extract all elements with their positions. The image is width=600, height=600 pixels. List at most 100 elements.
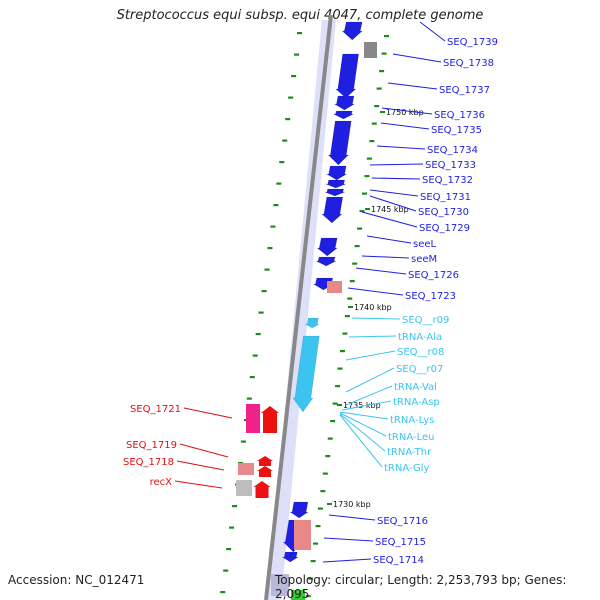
gc-dash-left [232,505,238,508]
cds-arrow [325,179,346,189]
leader-line [339,411,389,420]
gc-dash-right [352,262,358,265]
gc-dash-left [258,311,264,314]
cds-arrow [335,53,359,99]
pseudo-feature [271,574,289,596]
gc-dash-right [344,315,350,318]
gc-dash-left [261,290,267,293]
scale-label: 1735 kbp [343,401,381,410]
leader-line [371,177,421,180]
pseudo-feature [238,463,254,475]
gc-dash-left [273,204,279,207]
leader-line [369,163,424,166]
feature-label: recX [150,477,173,488]
cds-arrow [327,120,352,166]
gc-dash-right [308,577,314,580]
leader-line [355,267,407,275]
pseudo-feature [294,520,311,550]
backbone-band [267,20,336,600]
gc-dash-right [361,192,367,195]
leader-line [339,412,387,437]
cds-arrow [316,237,338,257]
leader-line [387,82,438,90]
feature-label: SEQ_1714 [373,555,424,566]
rna-arrow [292,335,320,413]
feature-label: SEQ_1731 [420,192,471,203]
feature-label: SEQ_1730 [418,207,469,218]
feature-label: SEQ_1737 [439,85,490,96]
leader-line [381,107,433,115]
leader-line [183,407,233,419]
feature-label: SEQ_1732 [422,175,473,186]
leader-line [347,287,404,296]
gc-dash-right [349,280,355,283]
leader-line [339,413,386,452]
feature-label: tRNA-Asp [393,397,440,408]
cds-arrow [341,21,363,41]
feature-label: tRNA-Thr [387,447,432,458]
cds-arrow [324,188,345,197]
green-feature [291,590,305,600]
gc-dash-right [376,87,382,90]
leader-line [345,350,396,361]
gc-dash-left [240,440,246,443]
gc-dash-left [282,139,288,142]
gc-dash-left [285,118,291,121]
leader-line [345,385,393,406]
red-arrow [261,406,279,433]
feature-label: SEQ__r08 [397,347,444,358]
cds-arrow [325,165,348,181]
gc-dash-left [288,96,294,99]
gc-dash-right [337,367,343,370]
leader-line [392,53,442,63]
gc-dash-left [291,75,297,78]
backbone-line [264,14,333,600]
red-arrow [253,481,271,498]
cds-arrow [316,256,337,267]
gc-dash-right [369,140,375,143]
gc-dash-left [252,354,258,357]
gc-dash-left [226,548,232,551]
leader-line [361,255,410,259]
gc-dash-left [229,526,235,529]
gc-dash-right [330,420,336,423]
red-arrow [257,456,273,466]
cds-arrow [289,501,309,519]
feature-label: SEQ_1739 [447,37,498,48]
feature-label: SEQ_1738 [443,58,494,69]
gc-dash-right [315,525,321,528]
gc-dash-right [357,227,363,230]
feature-label: SEQ_1718 [123,457,174,468]
leader-line [376,145,426,150]
gc-dash-right [305,595,311,598]
gc-dash-left [223,569,229,572]
gc-dash-right [332,402,338,405]
leader-line [369,195,417,212]
gc-dash-right [381,52,387,55]
leader-line [366,235,412,244]
feature-label: tRNA-Val [394,382,437,393]
rna-arrow [304,317,321,329]
feature-label: tRNA-Gly [384,463,429,474]
gc-dash-right [359,210,365,213]
gc-dash-right [313,542,319,545]
leader-line [380,122,430,130]
feature-label: SEQ_1719 [126,440,177,451]
gc-dash-right [335,385,341,388]
gc-dash-right [320,490,326,493]
gc-dash-right [347,297,353,300]
leader-line [174,480,223,489]
gc-dash-right [310,560,316,563]
leader-line [176,460,225,471]
gc-dash-right [325,455,331,458]
gc-dash-right [342,332,348,335]
scale-label: 1750 kbp [386,108,424,117]
feature-label: SEQ_1726 [408,270,459,281]
feature-label: SEQ_1716 [377,516,428,527]
feature-label: SEQ_1729 [419,223,470,234]
gc-dash-right [366,157,372,160]
gc-dash-left [297,32,302,35]
feature-label: SEQ_1735 [431,125,482,136]
